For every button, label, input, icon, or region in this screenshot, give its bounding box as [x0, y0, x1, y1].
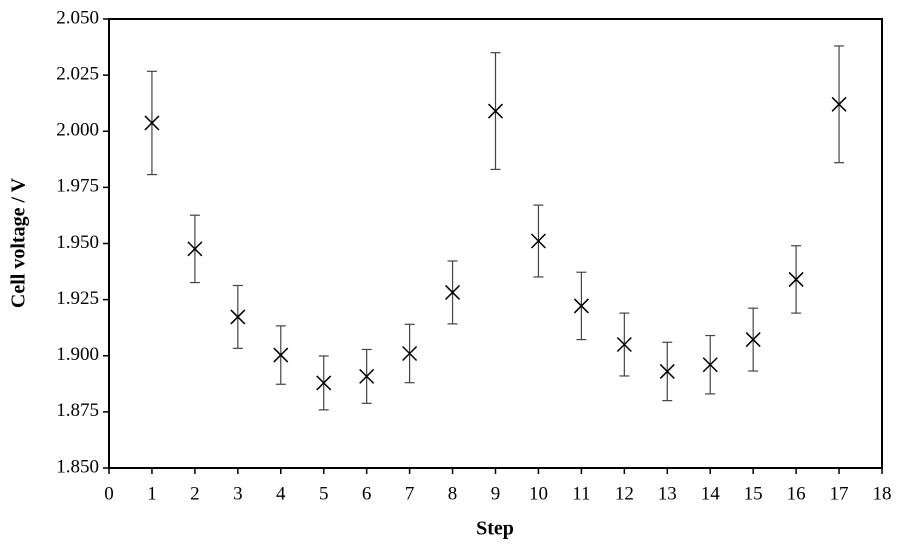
y-tick-label: 1.975	[56, 176, 99, 197]
x-tick-label: 18	[873, 483, 892, 504]
marker	[659, 363, 675, 379]
x-tick-label: 8	[448, 483, 458, 504]
y-tick-label: 2.025	[56, 63, 99, 84]
x-axis-title: Step	[476, 518, 514, 540]
y-tick-label: 1.950	[56, 232, 99, 253]
y-tick-label: 1.850	[56, 456, 99, 477]
x-tick-label: 17	[830, 483, 849, 504]
x-tick-label: 4	[276, 483, 286, 504]
marker	[144, 115, 160, 131]
y-tick-label: 1.875	[56, 400, 99, 421]
y-tick-label: 2.050	[56, 7, 99, 28]
marker	[359, 368, 375, 384]
y-tick-label: 2.000	[56, 120, 99, 141]
x-tick-label: 5	[319, 483, 329, 504]
marker	[487, 103, 504, 119]
marker	[530, 233, 546, 249]
marker	[616, 336, 632, 353]
marker	[745, 332, 761, 348]
y-tick-label: 1.900	[56, 344, 99, 365]
x-tick-label: 2	[190, 483, 200, 504]
x-tick-label: 13	[658, 483, 677, 504]
x-tick-label: 0	[104, 483, 114, 504]
marker	[788, 271, 804, 287]
marker	[402, 345, 418, 362]
marker	[273, 347, 289, 363]
marker	[702, 357, 718, 373]
x-tick-label: 15	[744, 483, 763, 504]
x-tick-label: 14	[701, 483, 721, 504]
x-tick-label: 12	[615, 483, 634, 504]
x-tick-label: 1	[147, 483, 157, 504]
marker	[316, 375, 332, 391]
x-tick-label: 11	[572, 483, 590, 504]
x-tick-label: 16	[787, 483, 806, 504]
y-tick-label: 1.925	[56, 288, 99, 309]
x-tick-label: 6	[362, 483, 372, 504]
marker	[445, 284, 461, 300]
x-tick-label: 9	[491, 483, 501, 504]
x-tick-label: 10	[529, 483, 548, 504]
y-axis-title: Cell voltage / V	[8, 177, 30, 308]
marker	[573, 298, 589, 314]
marker	[187, 241, 203, 257]
x-tick-label: 3	[233, 483, 243, 504]
marker	[831, 96, 847, 112]
x-tick-label: 7	[405, 483, 415, 504]
marker	[230, 309, 246, 325]
